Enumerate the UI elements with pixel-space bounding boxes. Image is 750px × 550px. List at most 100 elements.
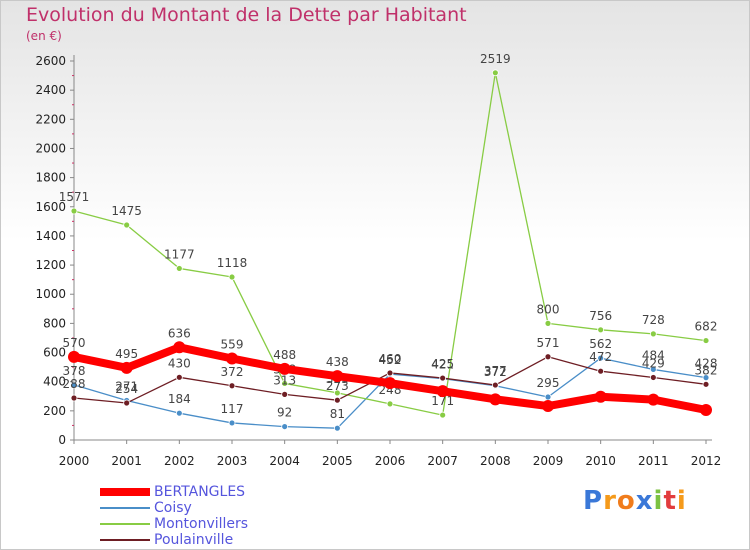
- data-label: 425: [431, 357, 454, 371]
- data-point: [491, 381, 499, 389]
- data-label: 313: [273, 373, 296, 387]
- data-point: [333, 424, 341, 432]
- data-point: [702, 380, 710, 388]
- data-point: [597, 367, 605, 375]
- data-label: 421: [431, 358, 454, 372]
- data-point: [175, 409, 183, 417]
- data-label: 1571: [59, 190, 90, 204]
- legend-label: Montonvillers: [154, 516, 249, 532]
- x-tick-label: 2001: [111, 454, 142, 468]
- data-point: [123, 399, 131, 407]
- data-point: [281, 423, 289, 430]
- data-label: 728: [642, 313, 665, 327]
- data-point: [649, 330, 657, 338]
- data-label: 682: [695, 320, 718, 334]
- data-point: [594, 390, 607, 403]
- data-point: [542, 400, 554, 413]
- data-point: [123, 221, 131, 229]
- data-point: [228, 273, 236, 281]
- data-point: [597, 354, 605, 362]
- x-tick-label: 2000: [59, 454, 90, 468]
- y-tick-label: 1200: [35, 258, 66, 272]
- y-tick-label: 1400: [35, 229, 66, 243]
- data-point: [384, 377, 396, 390]
- data-point: [173, 341, 186, 354]
- proxiti-logo: Proxiti: [583, 486, 687, 516]
- legend-swatch: [100, 488, 150, 496]
- data-label: 273: [326, 379, 349, 393]
- legend-label: Poulainville: [154, 532, 234, 548]
- x-tick-label: 2012: [691, 454, 722, 468]
- data-label: 429: [642, 356, 665, 370]
- x-tick-label: 2005: [322, 454, 353, 468]
- chart-subtitle: (en €): [26, 29, 62, 43]
- data-point: [175, 373, 183, 381]
- data-point: [70, 207, 78, 215]
- data-label: 171: [431, 394, 454, 408]
- x-tick-label: 2007: [427, 454, 458, 468]
- data-label: 472: [589, 350, 612, 364]
- logo-letter: i: [653, 486, 664, 516]
- data-point: [333, 389, 341, 397]
- legend-label: Coisy: [154, 500, 192, 516]
- data-label: 271: [115, 379, 138, 393]
- data-point: [228, 382, 236, 390]
- logo-letter: P: [583, 486, 604, 516]
- x-tick-label: 2003: [217, 454, 248, 468]
- data-point: [491, 69, 499, 77]
- data-point: [70, 394, 78, 402]
- data-point: [226, 352, 238, 365]
- y-tick-label: 2400: [35, 83, 66, 97]
- data-point: [544, 393, 552, 401]
- data-label: 495: [115, 347, 138, 361]
- x-tick-label: 2006: [375, 454, 406, 468]
- data-label: 378: [63, 364, 86, 378]
- data-point: [281, 390, 289, 398]
- data-point: [702, 337, 710, 344]
- data-point: [439, 411, 447, 419]
- y-tick-label: 600: [43, 346, 66, 360]
- data-point: [439, 374, 447, 382]
- legend-swatch: [100, 539, 150, 541]
- logo-letter: r: [603, 486, 617, 516]
- data-point: [120, 361, 133, 374]
- data-label: 756: [589, 309, 612, 323]
- data-label: 92: [277, 406, 292, 420]
- y-tick-label: 1000: [35, 287, 66, 301]
- x-tick-label: 2010: [585, 454, 616, 468]
- y-tick-label: 2600: [35, 54, 66, 68]
- data-label: 460: [379, 352, 402, 366]
- data-label: 438: [326, 355, 349, 369]
- logo-letter: x: [635, 486, 654, 516]
- y-tick-label: 800: [43, 316, 66, 330]
- data-label: 1118: [217, 256, 248, 270]
- data-label: 428: [695, 357, 718, 371]
- data-point: [544, 353, 552, 361]
- data-label: 430: [168, 356, 191, 370]
- data-label: 800: [537, 302, 560, 316]
- data-point: [386, 369, 394, 377]
- logo-letter: i: [676, 486, 687, 516]
- data-label: 377: [484, 364, 507, 378]
- data-label: 562: [589, 337, 612, 351]
- data-point: [333, 396, 341, 404]
- data-label: 488: [273, 348, 296, 362]
- legend-label: BERTANGLES: [154, 484, 246, 500]
- legend-swatch: [100, 507, 150, 509]
- data-label: 1475: [111, 204, 142, 218]
- data-label: 295: [537, 376, 560, 390]
- data-point: [649, 366, 657, 373]
- data-label: 117: [221, 402, 244, 416]
- x-tick-label: 2008: [480, 454, 511, 468]
- legend-swatch: [100, 523, 150, 525]
- x-tick-label: 2002: [164, 454, 195, 468]
- data-label: 570: [63, 336, 86, 350]
- data-point: [489, 393, 502, 406]
- data-point: [386, 400, 394, 408]
- data-point: [70, 381, 78, 389]
- data-point: [647, 393, 660, 406]
- data-label: 372: [221, 365, 244, 379]
- data-point: [597, 326, 605, 334]
